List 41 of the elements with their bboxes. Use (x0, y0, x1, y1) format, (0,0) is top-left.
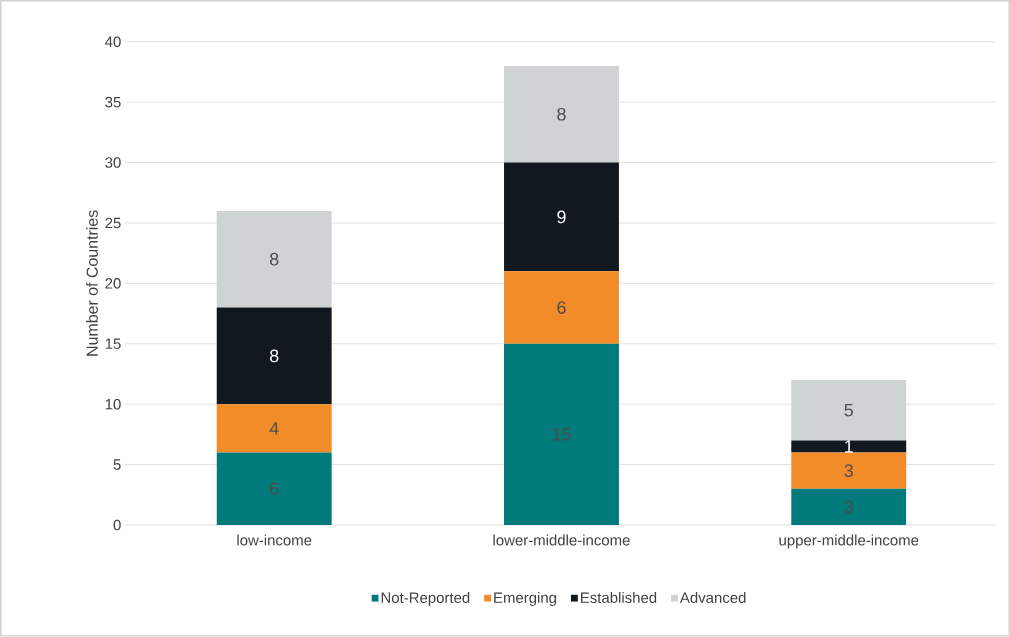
bar (791, 380, 907, 441)
y-tick-label: 0 (113, 519, 121, 531)
y-tick-label: 5 (113, 459, 121, 470)
legend-label: Emerging (494, 592, 557, 607)
bar (216, 404, 332, 453)
bar (504, 66, 619, 163)
legend-label: Established (581, 592, 657, 604)
bar (504, 162, 619, 272)
legend-label: Not-Reported (381, 592, 470, 607)
bar (216, 452, 332, 526)
x-tick-label: low-income (237, 534, 312, 546)
data-label: 9 (557, 210, 566, 224)
x-tick-label: upper-middle-income (779, 534, 919, 549)
bar (216, 307, 332, 405)
y-tick-label: 35 (105, 96, 121, 108)
data-label: 6 (557, 301, 566, 314)
bar (791, 452, 907, 489)
data-label: 5 (844, 404, 853, 417)
y-tick-label: 15 (105, 338, 121, 350)
bar (504, 271, 619, 344)
y-tick-label: 20 (105, 278, 121, 289)
data-label: 4 (269, 422, 279, 435)
bar (791, 440, 907, 453)
bar (216, 210, 332, 308)
bar (504, 343, 619, 526)
y-tick-label: 10 (105, 398, 121, 410)
data-label: 6 (270, 482, 279, 496)
data-label: 3 (844, 500, 853, 514)
x-tick-label: lower-middle-income (493, 534, 630, 546)
data-label: 1 (845, 440, 853, 453)
data-label: 8 (557, 107, 566, 121)
y-tick-label: 40 (105, 36, 121, 48)
data-label: 8 (270, 252, 279, 266)
bar (791, 488, 907, 526)
data-label: 8 (270, 349, 279, 363)
data-label: 15 (552, 428, 571, 441)
y-tick-label: 25 (105, 217, 121, 229)
legend-label: Advanced (679, 592, 746, 604)
y-axis-title: Number of Countries (86, 210, 98, 356)
data-label: 3 (844, 464, 853, 478)
y-tick-label: 30 (105, 157, 121, 168)
